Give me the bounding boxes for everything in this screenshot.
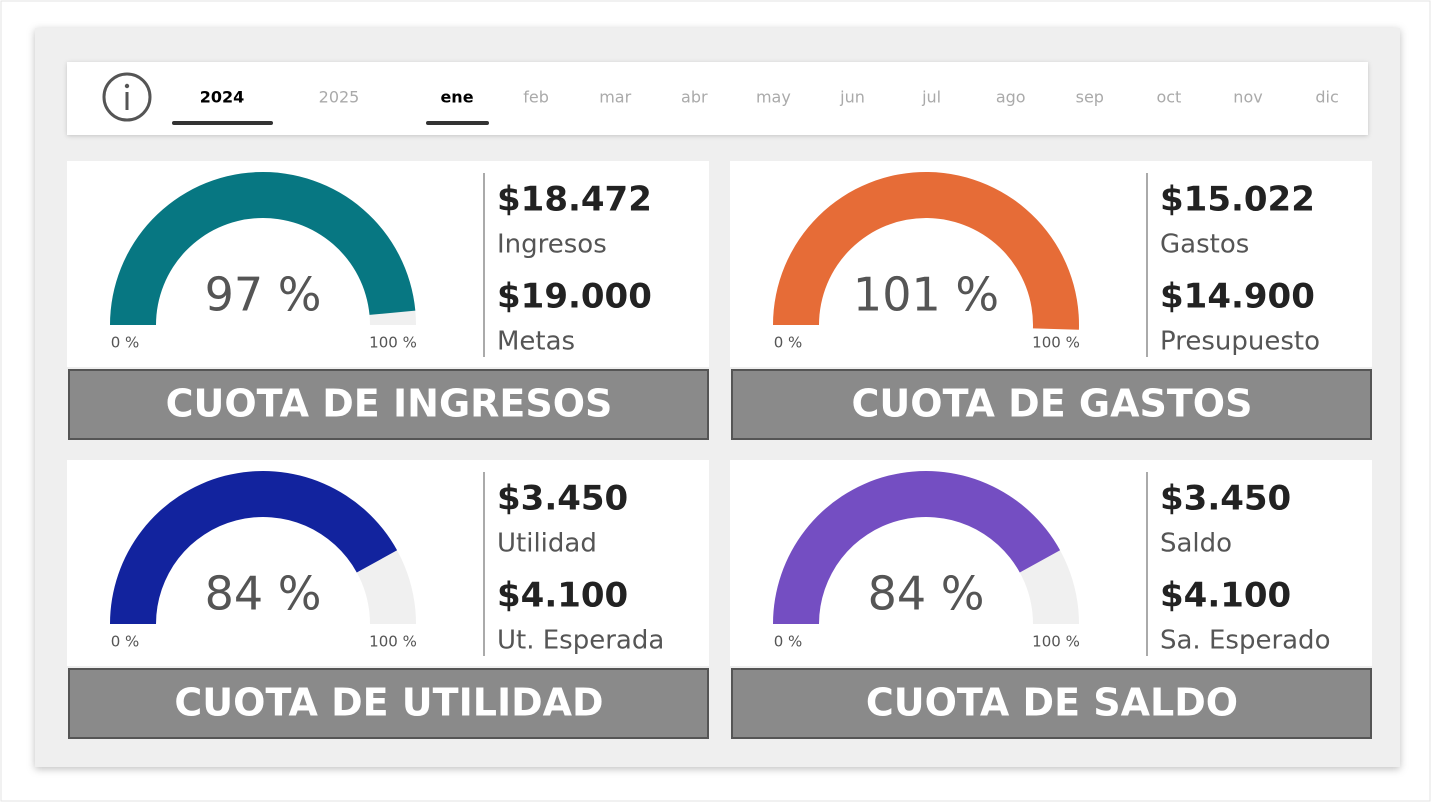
target-value: $19.000 bbox=[497, 277, 652, 317]
gauge-value: 101 % bbox=[853, 268, 999, 322]
title-banner bbox=[68, 369, 709, 440]
target-label: Metas bbox=[497, 327, 575, 357]
month-option[interactable]: dic bbox=[1315, 88, 1338, 107]
filter-bar bbox=[67, 62, 1368, 135]
actual-value: $3.450 bbox=[497, 479, 628, 519]
actual-label: Gastos bbox=[1160, 230, 1249, 260]
month-underline bbox=[426, 121, 489, 125]
card-title: CUOTA DE INGRESOS bbox=[166, 382, 613, 426]
month-option[interactable]: ene bbox=[440, 88, 473, 107]
card-title: CUOTA DE GASTOS bbox=[852, 382, 1253, 426]
month-option[interactable]: mar bbox=[599, 88, 631, 107]
gauge-max: 100 % bbox=[1032, 334, 1080, 352]
month-option[interactable]: jun bbox=[839, 88, 865, 107]
target-label: Presupuesto bbox=[1160, 327, 1320, 357]
actual-label: Ingresos bbox=[497, 230, 607, 260]
month-option[interactable]: feb bbox=[523, 88, 549, 107]
gauge-fill bbox=[110, 172, 416, 325]
month-option[interactable]: oct bbox=[1156, 88, 1181, 107]
target-label: Sa. Esperado bbox=[1160, 626, 1330, 656]
actual-label: Saldo bbox=[1160, 529, 1232, 559]
month-option[interactable]: jul bbox=[921, 88, 941, 107]
target-value: $4.100 bbox=[497, 576, 628, 616]
info-dot bbox=[124, 83, 130, 89]
card-title: CUOTA DE SALDO bbox=[866, 681, 1238, 725]
year-option[interactable]: 2025 bbox=[319, 88, 360, 107]
gauge-fill bbox=[773, 470, 1061, 624]
month-option[interactable]: nov bbox=[1233, 88, 1262, 107]
gauge-value: 97 % bbox=[205, 268, 322, 322]
title-banner bbox=[68, 668, 709, 739]
gauge-min: 0 % bbox=[774, 633, 803, 651]
target-value: $14.900 bbox=[1160, 277, 1315, 317]
actual-value: $15.022 bbox=[1160, 180, 1315, 220]
gauge-value: 84 % bbox=[868, 567, 985, 621]
month-option[interactable]: may bbox=[756, 88, 791, 107]
gauge-fill bbox=[773, 172, 1079, 330]
gauge-value: 84 % bbox=[205, 567, 322, 621]
month-option[interactable]: ago bbox=[996, 88, 1026, 107]
year-option[interactable]: 2024 bbox=[200, 88, 245, 107]
actual-value: $3.450 bbox=[1160, 479, 1291, 519]
gauge-min: 0 % bbox=[111, 334, 140, 352]
info-circle bbox=[102, 72, 152, 122]
title-banner bbox=[731, 369, 1372, 440]
gauge-max: 100 % bbox=[1032, 633, 1080, 651]
actual-value: $18.472 bbox=[497, 180, 652, 220]
month-option[interactable]: abr bbox=[681, 88, 708, 107]
actual-label: Utilidad bbox=[497, 529, 597, 559]
card-title: CUOTA DE UTILIDAD bbox=[174, 681, 603, 725]
title-banner bbox=[731, 668, 1372, 739]
gauge-max: 100 % bbox=[369, 334, 417, 352]
month-option[interactable]: sep bbox=[1076, 88, 1104, 107]
year-underline bbox=[172, 121, 273, 125]
gauge-min: 0 % bbox=[111, 633, 140, 651]
gauge-fill bbox=[110, 471, 398, 624]
target-label: Ut. Esperada bbox=[497, 626, 664, 656]
gauge-min: 0 % bbox=[774, 334, 803, 352]
target-value: $4.100 bbox=[1160, 576, 1291, 616]
info-icon[interactable] bbox=[102, 72, 152, 122]
gauge-max: 100 % bbox=[369, 633, 417, 651]
